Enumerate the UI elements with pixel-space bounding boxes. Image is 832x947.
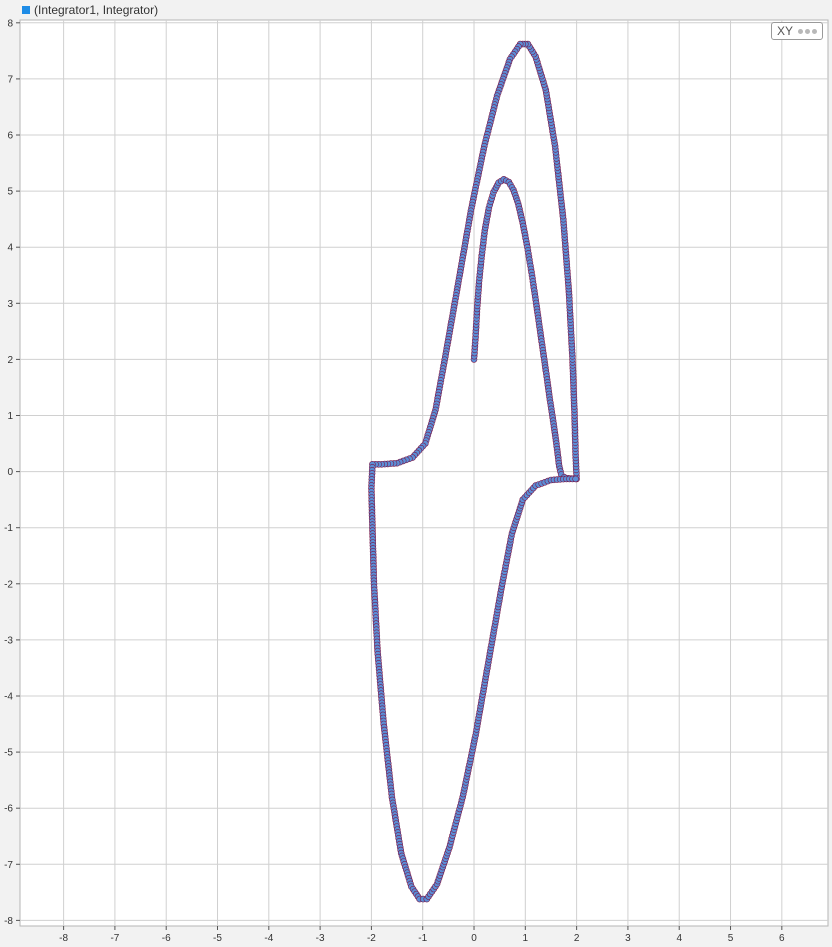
x-tick-label: 2 [574,933,580,944]
y-tick-label: -5 [4,748,13,759]
xy-mode-label: XY [777,24,794,38]
x-tick-label: -8 [59,933,68,944]
y-tick-label: -6 [4,804,13,815]
x-tick-label: 5 [728,933,734,944]
y-tick-label: -1 [4,523,13,534]
y-tick-label: 2 [7,355,13,366]
y-tick-label: 1 [7,411,13,422]
y-tick-label: -3 [4,635,13,646]
legend-swatch [22,6,30,14]
x-tick-label: 6 [779,933,785,944]
y-tick-label: -7 [4,860,13,871]
x-tick-label: 3 [625,933,631,944]
y-tick-label: -8 [4,916,13,927]
legend-label: (Integrator1, Integrator) [34,3,159,17]
y-tick-label: 3 [7,299,13,310]
x-tick-label: -6 [162,933,171,944]
y-tick-label: 7 [7,74,13,85]
legend[interactable]: (Integrator1, Integrator) [22,2,158,18]
data-point [572,475,579,483]
x-tick-label: 1 [523,933,529,944]
xy-mode-button[interactable]: XY [771,22,823,40]
x-tick-label: -2 [367,933,376,944]
ellipsis-icon [798,28,818,34]
y-tick-label: 8 [7,18,13,29]
y-tick-label: 6 [7,131,13,142]
x-tick-label: 4 [676,933,682,944]
y-tick-label: -2 [4,579,13,590]
x-tick-label: -1 [418,933,427,944]
y-tick-label: -4 [4,691,13,702]
plot-background [19,19,829,927]
y-tick-label: 4 [7,243,13,254]
x-tick-label: -7 [110,933,119,944]
x-tick-label: -4 [264,933,273,944]
y-tick-label: 5 [7,187,13,198]
x-tick-label: 0 [471,933,477,944]
x-tick-label: -3 [316,933,325,944]
x-tick-label: -5 [213,933,222,944]
y-tick-label: 0 [7,467,13,478]
